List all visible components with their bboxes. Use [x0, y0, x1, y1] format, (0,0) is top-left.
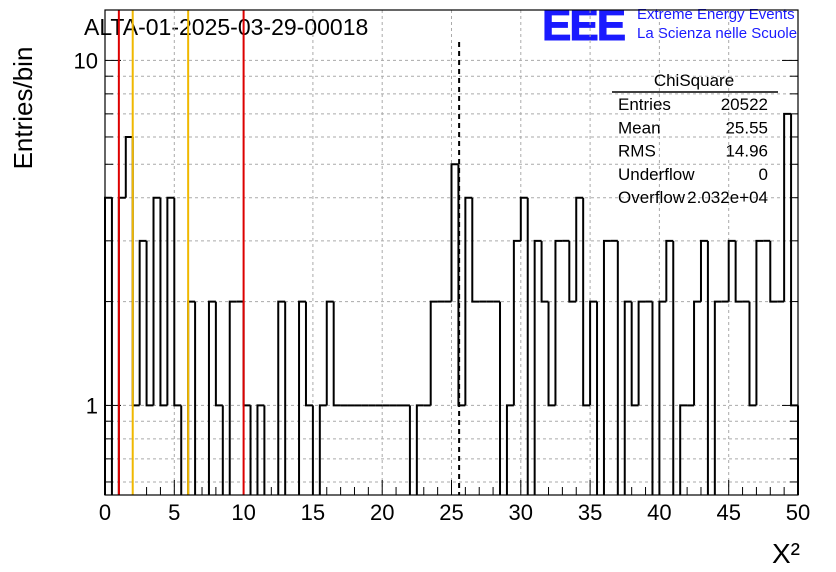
histogram-bin [748, 301, 757, 407]
x-axis-label: X² [772, 538, 800, 569]
x-tick-label: 5 [168, 500, 180, 525]
y-tick-label: 1 [86, 393, 98, 418]
histogram-bin [699, 239, 708, 302]
histogram-bin [415, 404, 424, 495]
histogram-bins [104, 112, 799, 495]
x-tick-label: 10 [231, 500, 255, 525]
histogram-bin [104, 196, 112, 495]
stats-row-value: 25.55 [725, 118, 768, 137]
histogram-bin [790, 113, 798, 407]
histogram-bin [519, 196, 528, 241]
histogram-bin [298, 300, 306, 495]
y-axis-label: Entries/bin [8, 47, 38, 170]
plot-frame [104, 9, 799, 496]
histogram-bin [533, 239, 542, 495]
histogram-bin [332, 301, 341, 407]
histogram-bin [166, 196, 175, 406]
stats-row-value: 20522 [721, 95, 768, 114]
histogram-bin [547, 301, 556, 407]
histogram-bin [637, 300, 646, 406]
stats-row-label: Underflow [618, 165, 695, 184]
histogram-bin [471, 197, 480, 303]
histogram-bin [769, 240, 778, 303]
histogram-bin [159, 197, 168, 407]
x-tick-label: 40 [647, 500, 671, 525]
stats-row-value: 0 [759, 165, 768, 184]
stats-row-value: 2.032e+04 [687, 188, 768, 207]
histogram-bin [755, 239, 764, 406]
histogram-bin [214, 301, 223, 407]
histogram-bin [228, 300, 237, 495]
stats-row-value: 14.96 [725, 142, 768, 161]
x-tick-label: 45 [716, 500, 740, 525]
histogram-bin [131, 136, 140, 407]
histogram-bin [450, 163, 459, 302]
x-tick-label: 50 [786, 500, 810, 525]
histogram-bin [187, 300, 196, 495]
eee-logo: EEE Extreme Energy Events La Scienza nel… [542, 1, 798, 51]
org-line-1: Extreme Energy Events [637, 6, 795, 23]
histogram-bin [256, 404, 265, 495]
x-tick-label: 15 [301, 500, 325, 525]
histogram-bin [138, 239, 147, 406]
histogram-bin [145, 240, 154, 407]
histogram-bin [117, 196, 126, 495]
histogram-bin [152, 196, 161, 406]
stats-box: ChiSquare Entries 20522 Mean 25.55 RMS 14.96 U… [612, 71, 778, 207]
x-tick-label: 35 [578, 500, 602, 525]
tick-labels: 0 5 10 15 20 25 30 35 40 45 50 1 10 [74, 48, 811, 525]
histogram-bin [589, 300, 598, 406]
histogram-bin [693, 300, 701, 406]
x-tick-label: 20 [370, 500, 394, 525]
histogram-bin [124, 135, 133, 198]
histogram-bin [679, 404, 688, 495]
stats-row-label: Overflow [618, 188, 686, 207]
histogram-bin [783, 112, 792, 302]
x-tick-label: 0 [99, 500, 111, 525]
stats-row-label: Entries [618, 95, 671, 114]
stats-title: ChiSquare [654, 71, 734, 90]
eee-logo-text: EEE [542, 1, 625, 50]
histogram-bin [713, 300, 722, 495]
histogram-bin [505, 404, 514, 495]
histogram-bin [540, 240, 549, 303]
histogram-bin [325, 300, 334, 406]
histogram-bin [665, 239, 674, 302]
histogram-bin [242, 301, 251, 407]
stats-row-label: Mean [618, 118, 661, 137]
chart-title: ALTA-01-2025-03-29-00018 [84, 14, 368, 40]
y-tick-label: 10 [74, 48, 98, 73]
reference-lines [117, 10, 461, 495]
histogram-bin [582, 197, 591, 407]
histogram-bin [734, 240, 743, 303]
histogram-bin [623, 300, 632, 495]
histogram-bin [429, 300, 438, 406]
histogram-bin [658, 300, 667, 495]
histogram-bin [727, 239, 736, 302]
histogram-bin [554, 239, 563, 406]
histogram-bin [207, 300, 216, 495]
grid [105, 10, 798, 495]
histogram-bin [568, 240, 577, 303]
histogram-bin [173, 197, 182, 407]
histogram-bin [512, 239, 521, 406]
histogram-bin [277, 300, 286, 495]
histogram-bin [602, 239, 611, 495]
histogram-bin [304, 301, 313, 407]
histogram-bin [464, 196, 473, 406]
histogram-bin [630, 301, 639, 407]
stats-row-label: RMS [618, 142, 656, 161]
histogram-bin [575, 196, 584, 302]
x-tick-label: 30 [509, 500, 533, 525]
x-tick-label: 25 [439, 500, 463, 525]
histogram-bin [318, 404, 327, 495]
org-line-2: La Scienza nelle Scuole [637, 25, 797, 42]
